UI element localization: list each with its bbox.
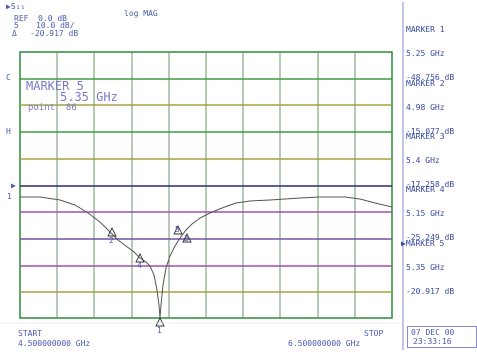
marker-5-name: ▶MARKER 5 — [401, 239, 445, 248]
marker-3-name: MARKER 3 — [406, 132, 445, 141]
marker-2-value: -15.077 dB — [406, 127, 455, 136]
marker-symbols — [107, 224, 192, 327]
start-value: 4.500000000 GHz — [18, 339, 91, 348]
trace-label-h: H — [6, 127, 11, 136]
plot-marker-5: 5 — [175, 225, 180, 234]
marker-5-freq: 5.35 GHz — [406, 263, 445, 272]
plot-marker-3: 3 — [184, 234, 189, 243]
date-label: 07 DEC 00 — [411, 328, 455, 337]
marker-1-name: MARKER 1 — [406, 25, 445, 34]
marker-2-name: MARKER 2 — [406, 79, 445, 88]
active-marker-freq: 5.35 GHz — [60, 90, 118, 104]
marker-readout-4: MARKER 4 5.15 GHz -25.249 dB — [406, 170, 477, 250]
scale-label: 10.0 dB/ — [36, 21, 75, 30]
marker-readout-1: MARKER 1 5.25 GHz -48.756 dB — [406, 10, 477, 90]
vertical-gridlines — [56, 52, 356, 318]
active-marker-point: point 86 — [28, 103, 77, 113]
marker-number-label: 5 — [14, 21, 19, 30]
format-label: log MAG — [124, 9, 158, 18]
marker-readout-2: MARKER 2 4.98 GHz -15.077 dB — [406, 64, 477, 144]
plot-marker-2: 2 — [109, 236, 114, 245]
marker-2-freq: 4.98 GHz — [406, 103, 445, 112]
start-label: START — [18, 329, 43, 338]
horizontal-gridlines — [20, 78, 392, 293]
stop-value: 6.500000000 GHz — [288, 339, 361, 348]
marker-3-value: -17.258 dB — [406, 180, 455, 189]
delta-symbol: Δ — [12, 29, 17, 38]
marker-5-value: -20.917 dB — [406, 287, 455, 296]
active-marker-title: MARKER 5 — [26, 79, 84, 93]
marker-3-freq: 5.4 GHz — [406, 156, 440, 165]
plot-marker-1: 1 — [157, 326, 162, 335]
time-label: 23:33:16 — [413, 337, 452, 346]
reference-level: REF 0.0 dB — [14, 14, 67, 23]
marker-1-freq: 5.25 GHz — [406, 49, 445, 58]
trace-label-c: C — [6, 73, 11, 82]
reference-position: 1 — [7, 192, 12, 201]
reference-arrow: ▶ — [11, 181, 16, 190]
plot-marker-4: 4 — [137, 261, 142, 270]
marker-readout-5: ▶MARKER 5 5.35 GHz -20.917 dB — [401, 224, 472, 304]
channel-label: ▶S₁₁ — [6, 2, 26, 11]
stop-label: STOP — [364, 329, 384, 338]
marker-4-freq: 5.15 GHz — [406, 209, 445, 218]
marker-4-name: MARKER 4 — [406, 185, 445, 194]
active-value: -20.917 dB — [30, 29, 79, 38]
marker-readout-3: MARKER 3 5.4 GHz -17.258 dB — [406, 117, 477, 197]
marker-4-value: -25.249 dB — [406, 233, 455, 242]
marker-1-value: -48.756 dB — [406, 73, 455, 82]
